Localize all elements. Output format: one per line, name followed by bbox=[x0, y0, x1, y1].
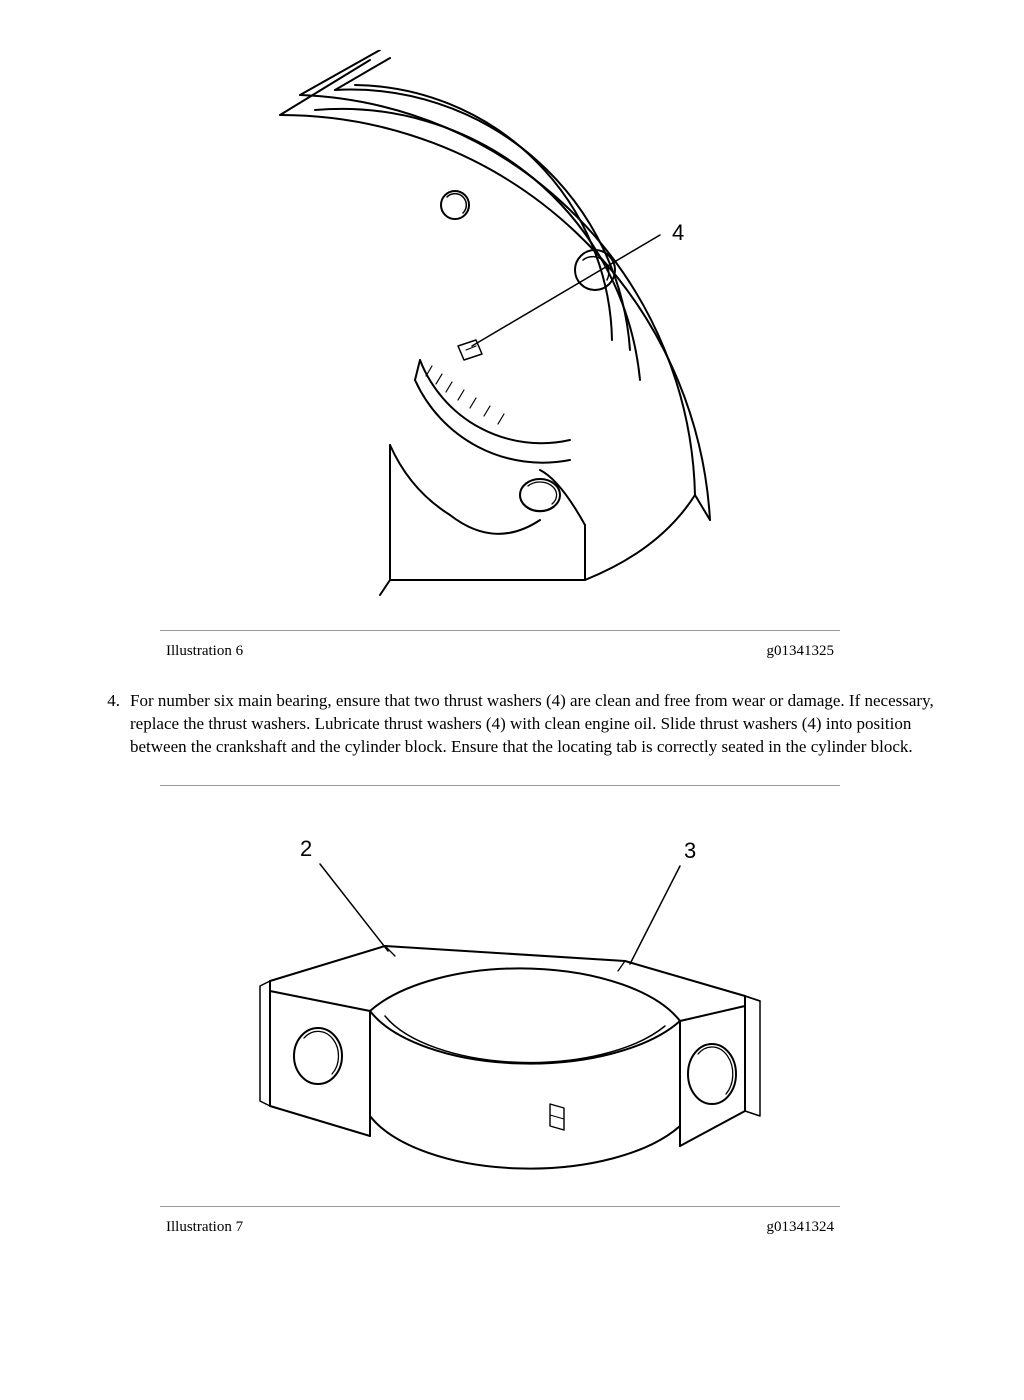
figure-7-block: 2 3 Illustration 7 g01341324 bbox=[160, 785, 840, 1246]
figure-7-callout-2: 2 bbox=[300, 836, 312, 861]
figure-7-top-rule bbox=[160, 785, 840, 786]
figure-6-caption-right: g01341325 bbox=[767, 643, 835, 660]
step-4-text: For number six main bearing, ensure that… bbox=[130, 690, 944, 759]
figure-6-callout-4: 4 bbox=[672, 220, 684, 245]
step-4-number: 4. bbox=[80, 690, 130, 759]
figure-7-caption-right: g01341324 bbox=[767, 1219, 835, 1236]
step-4: 4. For number six main bearing, ensure t… bbox=[80, 690, 944, 759]
figure-7-caption: Illustration 7 g01341324 bbox=[160, 1217, 840, 1246]
figure-6-svg: 4 bbox=[240, 50, 760, 610]
figure-6-caption-left: Illustration 6 bbox=[166, 643, 243, 660]
figure-7-callout-3: 3 bbox=[684, 838, 696, 863]
figure-6-image: 4 bbox=[160, 40, 840, 620]
figure-7-rule bbox=[160, 1206, 840, 1207]
figure-7-caption-left: Illustration 7 bbox=[166, 1219, 243, 1236]
figure-6-caption: Illustration 6 g01341325 bbox=[160, 641, 840, 670]
figure-6-block: 4 Illustration 6 g01341325 bbox=[160, 40, 840, 670]
figure-6-rule bbox=[160, 630, 840, 631]
figure-7-image: 2 3 bbox=[160, 796, 840, 1196]
figure-7-svg: 2 3 bbox=[200, 806, 800, 1186]
